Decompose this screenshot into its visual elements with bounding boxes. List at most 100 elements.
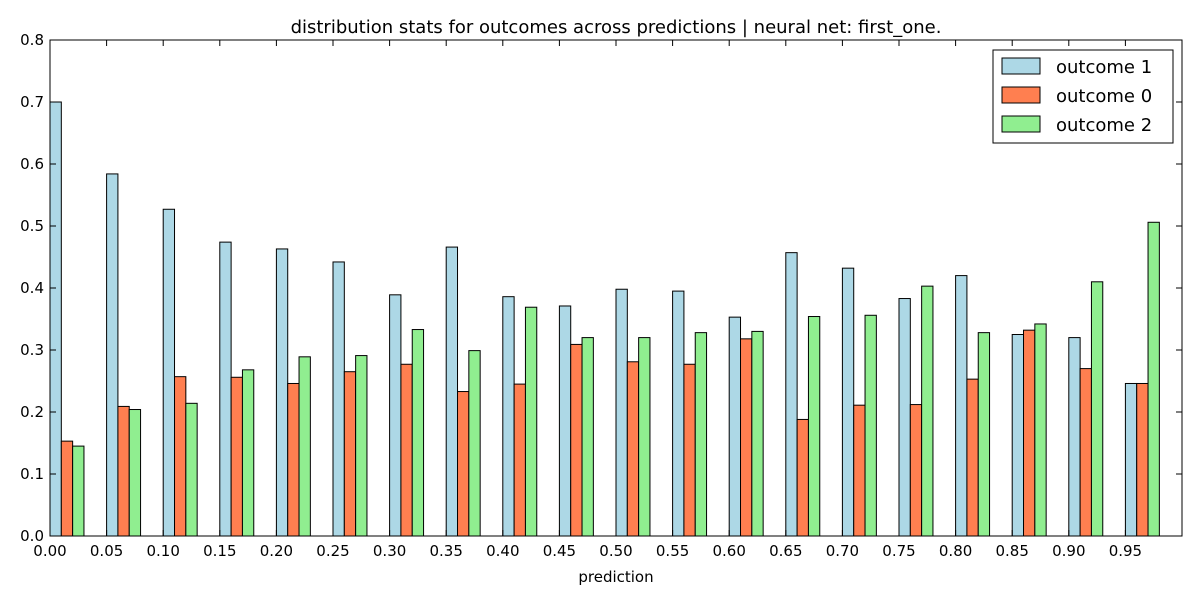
legend-label-outcome-1: outcome 1: [1056, 57, 1152, 78]
x-tick-label: 0.90: [1052, 542, 1085, 560]
bar-outcome-2-0.15: [241, 369, 255, 537]
bar-outcome-2-0.00: [72, 445, 85, 537]
x-tick-label: 0.30: [373, 542, 406, 560]
bar-outcome-2-0.45: [581, 337, 594, 537]
bar-outcome-0-0.75: [909, 404, 923, 537]
x-tick-label: 0.55: [656, 542, 689, 560]
legend-swatch-outcome-2: [1001, 115, 1041, 133]
bar-outcome-1-0.95: [1124, 382, 1138, 537]
bar-outcome-0-0.20: [287, 382, 300, 537]
bars-layer: [49, 101, 1160, 537]
chart-title: distribution stats for outcomes across p…: [291, 17, 942, 38]
bar-outcome-0-0.70: [853, 404, 866, 537]
bar-outcome-1-0.15: [219, 241, 232, 537]
bar-outcome-2-0.10: [185, 402, 198, 537]
bar-outcome-2-0.20: [298, 356, 311, 537]
bar-outcome-0-0.80: [966, 378, 979, 537]
x-tick-label: 0.25: [316, 542, 349, 560]
bar-outcome-0-0.55: [683, 363, 696, 537]
y-tick-label: 0.2: [20, 403, 44, 421]
bar-outcome-2-0.80: [977, 332, 991, 537]
bar-outcome-0-0.10: [174, 376, 187, 537]
bar-outcome-1-0.60: [728, 316, 742, 537]
bar-outcome-2-0.05: [128, 409, 142, 537]
bar-outcome-1-0.30: [389, 294, 402, 537]
bar-outcome-0-0.90: [1079, 368, 1092, 537]
bar-outcome-0-0.35: [457, 391, 470, 537]
x-tick-label: 0.10: [146, 542, 179, 560]
x-tick-label: 0.20: [260, 542, 293, 560]
x-tick-label: 0.40: [486, 542, 519, 560]
bar-outcome-1-0.70: [841, 267, 855, 537]
y-tick-label: 0.4: [20, 279, 44, 297]
x-tick-label: 0.60: [712, 542, 745, 560]
bar-outcome-1-0.40: [502, 296, 515, 537]
bar-outcome-1-0.20: [275, 248, 289, 537]
bar-outcome-0-0.50: [626, 361, 640, 537]
bar-outcome-0-0.85: [1023, 329, 1036, 537]
x-tick-label: 0.65: [769, 542, 802, 560]
bar-outcome-0-0.60: [740, 338, 753, 537]
bar-outcome-2-0.65: [807, 316, 821, 537]
legend-label-outcome-2: outcome 2: [1056, 115, 1152, 136]
bar-outcome-2-0.90: [1090, 281, 1104, 537]
legend-label-outcome-0: outcome 0: [1056, 86, 1152, 107]
bar-outcome-1-0.85: [1011, 334, 1025, 537]
bar-outcome-0-0.95: [1136, 382, 1149, 537]
bar-outcome-2-0.30: [411, 329, 425, 537]
x-tick-label: 0.05: [90, 542, 123, 560]
ticks-layer: 0.00 0.05 0.10 0.15 0.20 0.25 0.30 0.35 0.40 0.45…: [20, 31, 1182, 560]
series-outcome-0: [60, 329, 1149, 537]
bar-outcome-2-0.25: [355, 355, 368, 537]
bar-outcome-0-0.00: [60, 440, 74, 537]
y-tick-label: 0.1: [20, 465, 44, 483]
bar-outcome-2-0.70: [864, 314, 877, 537]
bar-outcome-2-0.55: [694, 332, 708, 537]
x-tick-label: 0.85: [995, 542, 1028, 560]
bar-outcome-1-0.25: [332, 261, 345, 537]
x-tick-label: 0.35: [429, 542, 462, 560]
x-tick-label: 0.50: [599, 542, 632, 560]
bar-outcome-0-0.40: [513, 383, 526, 537]
y-tick-label: 0.6: [20, 155, 44, 173]
bar-outcome-1-0.65: [785, 252, 798, 537]
y-tick-label: 0.7: [20, 93, 44, 111]
x-axis-label: prediction: [578, 568, 653, 586]
y-tick-label: 0.8: [20, 31, 44, 49]
x-tick-label: 0.15: [203, 542, 236, 560]
y-tick-label: 0.3: [20, 341, 44, 359]
bar-outcome-0-0.45: [570, 343, 583, 537]
y-tick-label: 0.5: [20, 217, 44, 235]
bar-outcome-2-0.85: [1034, 323, 1047, 537]
bar-outcome-1-0.80: [955, 275, 968, 537]
bar-outcome-0-0.15: [230, 376, 243, 537]
bar-outcome-1-0.50: [615, 288, 628, 537]
x-tick-label: 0.75: [882, 542, 915, 560]
y-tick-label: 0.0: [20, 527, 44, 545]
x-tick-label: 0.80: [939, 542, 972, 560]
bar-outcome-2-0.50: [638, 337, 651, 537]
bar-outcome-1-0.10: [162, 208, 176, 537]
bar-outcome-0-0.05: [117, 405, 130, 537]
bar-outcome-1-0.75: [898, 298, 911, 537]
bar-outcome-1-0.90: [1068, 337, 1081, 537]
bar-outcome-2-0.75: [921, 285, 934, 537]
bar-outcome-2-0.95: [1147, 221, 1160, 537]
bar-outcome-0-0.30: [400, 363, 413, 537]
bar-outcome-2-0.60: [751, 330, 764, 537]
legend-swatch-outcome-0: [1001, 86, 1041, 104]
bar-outcome-0-0.25: [343, 371, 357, 537]
bar-outcome-2-0.40: [524, 306, 538, 537]
series-outcome-2: [72, 221, 1160, 537]
x-tick-label: 0.00: [33, 542, 66, 560]
x-tick-label: 0.45: [543, 542, 576, 560]
bar-outcome-0-0.65: [796, 418, 809, 537]
x-tick-label: 0.70: [826, 542, 859, 560]
legend: outcome 1 outcome 0 outcome 2: [992, 49, 1174, 144]
bar-outcome-1-0.00: [49, 101, 62, 537]
bar-outcome-1-0.45: [558, 305, 572, 537]
bar-outcome-1-0.35: [445, 246, 459, 537]
bar-outcome-1-0.05: [106, 173, 119, 537]
